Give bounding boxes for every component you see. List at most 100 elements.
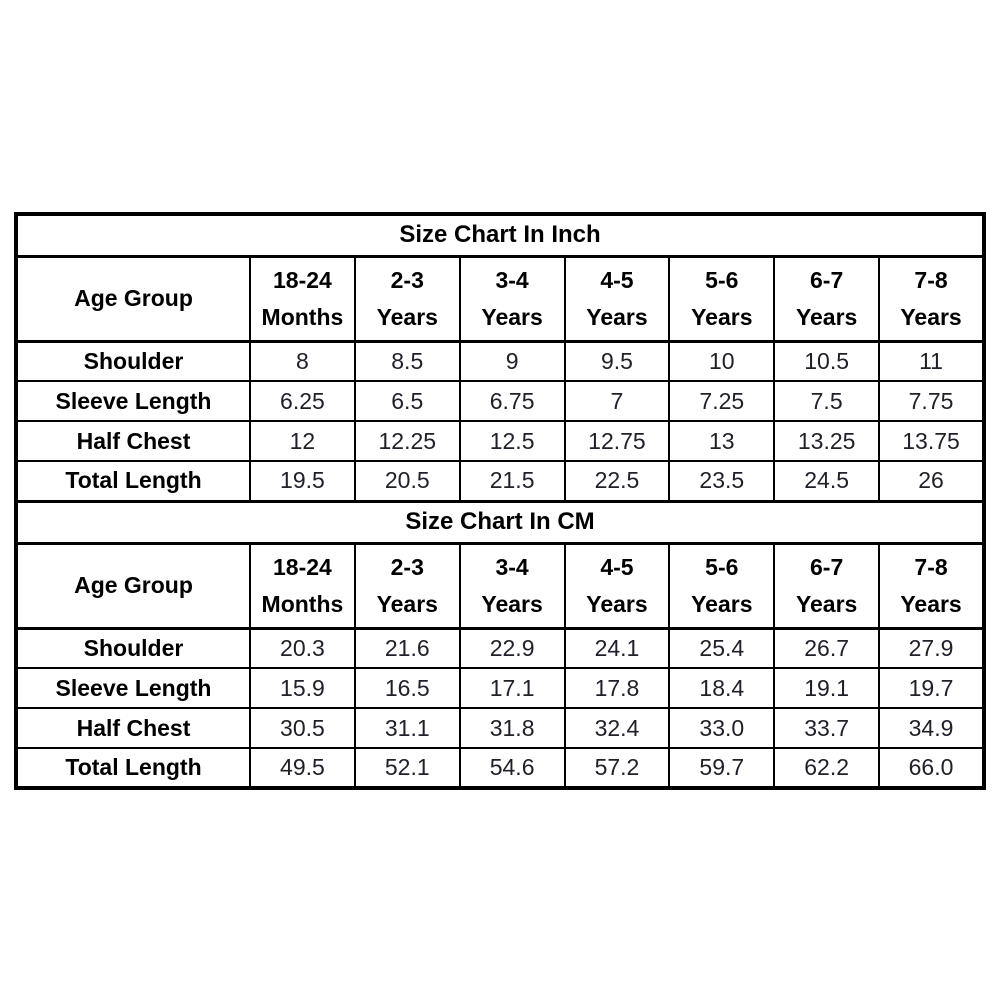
column-header-18-24-months: 18-24 Months xyxy=(249,542,356,630)
value-cell: 12.5 xyxy=(458,420,566,462)
value-cell: 26.7 xyxy=(773,627,881,669)
section-title-cm: Size Chart In CM xyxy=(15,499,985,545)
value-cell: 59.7 xyxy=(668,747,776,789)
col-top-label: 2-3 xyxy=(390,266,424,293)
table-row: Sleeve Length 15.9 16.5 17.1 17.8 18.4 1… xyxy=(15,667,985,709)
row-label-sleeve-length: Sleeve Length xyxy=(15,667,251,709)
value-cell: 32.4 xyxy=(563,707,671,749)
value-cell: 6.75 xyxy=(458,380,566,422)
value-cell: 6.25 xyxy=(249,380,356,422)
col-bottom-label: Years xyxy=(691,304,753,330)
column-header-2-3-years: 2-3 Years xyxy=(353,255,461,343)
row-label-half-chest: Half Chest xyxy=(15,707,251,749)
value-cell: 54.6 xyxy=(458,747,566,789)
col-top-label: 3-4 xyxy=(495,266,529,293)
row-label-shoulder: Shoulder xyxy=(15,627,251,669)
value-cell: 25.4 xyxy=(668,627,776,669)
col-bottom-label: Years xyxy=(376,304,438,330)
value-cell: 10.5 xyxy=(773,340,881,382)
value-cell: 16.5 xyxy=(353,667,461,709)
column-header-7-8-years: 7-8 Years xyxy=(878,542,985,630)
col-bottom-label: Months xyxy=(261,591,344,617)
value-cell: 33.7 xyxy=(773,707,881,749)
value-cell: 49.5 xyxy=(249,747,356,789)
col-top-label: 6-7 xyxy=(810,553,844,580)
column-header-3-4-years: 3-4 Years xyxy=(458,542,566,630)
section-title-inch: Size Chart In Inch xyxy=(15,212,985,258)
value-cell: 7.5 xyxy=(773,380,881,422)
value-cell: 12.75 xyxy=(563,420,671,462)
value-cell: 17.1 xyxy=(458,667,566,709)
column-header-18-24-months: 18-24 Months xyxy=(249,255,356,343)
value-cell: 13 xyxy=(668,420,776,462)
table-row: Shoulder 8 8.5 9 9.5 10 10.5 11 xyxy=(15,340,985,382)
table-row: Half Chest 30.5 31.1 31.8 32.4 33.0 33.7… xyxy=(15,707,985,749)
col-bottom-label: Years xyxy=(795,304,858,330)
col-bottom-label: Years xyxy=(586,304,648,330)
col-bottom-label: Years xyxy=(481,591,543,617)
col-bottom-label: Years xyxy=(481,304,543,330)
value-cell: 7.25 xyxy=(668,380,776,422)
value-cell: 13.25 xyxy=(773,420,881,462)
value-cell: 7 xyxy=(563,380,671,422)
value-cell: 10 xyxy=(668,340,776,382)
table-row: Total Length 49.5 52.1 54.6 57.2 59.7 62… xyxy=(15,747,985,789)
col-bottom-label: Years xyxy=(376,591,438,617)
col-top-label: 5-6 xyxy=(705,266,739,293)
value-cell: 66.0 xyxy=(878,747,985,789)
value-cell: 24.1 xyxy=(563,627,671,669)
value-cell: 8.5 xyxy=(353,340,461,382)
value-cell: 21.5 xyxy=(458,460,566,502)
value-cell: 9.5 xyxy=(563,340,671,382)
value-cell: 18.4 xyxy=(668,667,776,709)
row-label-sleeve-length: Sleeve Length xyxy=(15,380,251,422)
column-header-5-6-years: 5-6 Years xyxy=(668,255,776,343)
table-row: Sleeve Length 6.25 6.5 6.75 7 7.25 7.5 7… xyxy=(15,380,985,422)
col-top-label: 5-6 xyxy=(705,553,739,580)
column-header-5-6-years: 5-6 Years xyxy=(668,542,776,630)
value-cell: 33.0 xyxy=(668,707,776,749)
table-row: Age Group 18-24 Months 2-3 Years 3-4 Years … xyxy=(15,542,985,630)
value-cell: 7.75 xyxy=(878,380,985,422)
col-top-label: 3-4 xyxy=(495,553,529,580)
value-cell: 62.2 xyxy=(773,747,881,789)
column-header-4-5-years: 4-5 Years xyxy=(563,542,671,630)
col-top-label: 7-8 xyxy=(914,553,948,580)
value-cell: 8 xyxy=(249,340,356,382)
age-group-header: Age Group xyxy=(15,255,251,343)
value-cell: 24.5 xyxy=(773,460,881,502)
col-bottom-label: Years xyxy=(586,591,648,617)
col-bottom-label: Years xyxy=(691,591,753,617)
value-cell: 20.5 xyxy=(353,460,461,502)
value-cell: 19.1 xyxy=(773,667,881,709)
value-cell: 30.5 xyxy=(249,707,356,749)
value-cell: 17.8 xyxy=(563,667,671,709)
row-label-total-length: Total Length xyxy=(15,460,251,502)
table-row: Shoulder 20.3 21.6 22.9 24.1 25.4 26.7 2… xyxy=(15,627,985,669)
value-cell: 13.75 xyxy=(878,420,985,462)
col-bottom-label: Years xyxy=(900,304,962,330)
table-row: Size Chart In Inch xyxy=(15,212,985,258)
column-header-4-5-years: 4-5 Years xyxy=(563,255,671,343)
value-cell: 12.25 xyxy=(353,420,461,462)
col-top-label: 7-8 xyxy=(914,266,948,293)
value-cell: 11 xyxy=(878,340,985,382)
value-cell: 22.9 xyxy=(458,627,566,669)
size-chart-table: Size Chart In Inch Age Group 18-24 Months… xyxy=(14,212,986,790)
value-cell: 19.7 xyxy=(878,667,985,709)
value-cell: 22.5 xyxy=(563,460,671,502)
col-top-label: 18-24 xyxy=(273,553,332,580)
value-cell: 34.9 xyxy=(878,707,985,749)
col-bottom-label: Months xyxy=(261,304,344,330)
value-cell: 21.6 xyxy=(353,627,461,669)
col-top-label: 4-5 xyxy=(600,266,634,293)
value-cell: 12 xyxy=(249,420,356,462)
table-row: Age Group 18-24 Months 2-3 Years 3-4 Years … xyxy=(15,255,985,343)
col-top-label: 2-3 xyxy=(390,553,424,580)
value-cell: 19.5 xyxy=(249,460,356,502)
row-label-shoulder: Shoulder xyxy=(15,340,251,382)
value-cell: 52.1 xyxy=(353,747,461,789)
value-cell: 9 xyxy=(458,340,566,382)
column-header-7-8-years: 7-8 Years xyxy=(878,255,985,343)
